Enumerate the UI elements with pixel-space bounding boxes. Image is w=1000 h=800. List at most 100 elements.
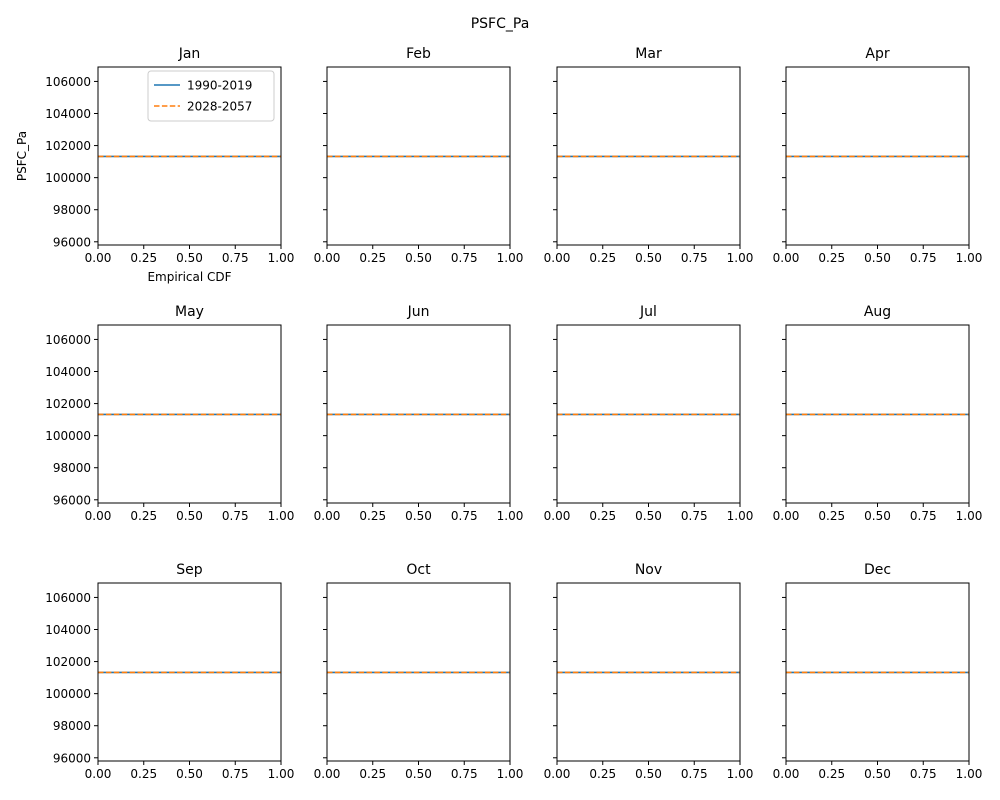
x-tick-label: 0.25 (130, 767, 157, 781)
x-tick-label: 0.00 (544, 251, 571, 265)
x-tick-label: 0.00 (314, 767, 341, 781)
panel-jul: Jul 0.00 0.25 0.50 0.75 1.00 (544, 304, 754, 523)
panel-sep: Sep 0.00 0.25 0.50 0.75 1.00 96000 98000 100000 1… (45, 562, 294, 781)
x-tick-label: 0.75 (910, 509, 937, 523)
x-tick-label: 0.25 (359, 509, 386, 523)
panel-title: Feb (406, 46, 431, 62)
panel-title: Sep (176, 562, 203, 578)
panel-mar: Mar 0.00 0.25 0.50 0.75 1.00 (544, 46, 754, 265)
x-tick-label: 0.00 (85, 509, 112, 523)
x-tick-label: 0.25 (130, 509, 157, 523)
panel-title: Oct (406, 562, 431, 578)
x-tick-label: 0.25 (589, 251, 616, 265)
x-tick-label: 1.00 (497, 767, 524, 781)
panel-title: Dec (864, 562, 891, 578)
x-tick-label: 1.00 (497, 509, 524, 523)
x-tick-label: 0.75 (681, 251, 708, 265)
y-tick-label: 98000 (53, 203, 91, 217)
x-tick-label: 0.50 (864, 509, 891, 523)
x-tick-label: 0.75 (910, 251, 937, 265)
x-tick-label: 0.50 (176, 767, 203, 781)
x-tick-label: 0.50 (176, 251, 203, 265)
x-tick-label: 1.00 (727, 509, 754, 523)
x-tick-label: 0.00 (314, 251, 341, 265)
x-tick-label: 0.75 (451, 767, 478, 781)
panel-title: Mar (635, 46, 662, 62)
panel-title: Jul (639, 304, 657, 320)
x-tick-label: 0.50 (635, 251, 662, 265)
x-tick-label: 1.00 (727, 767, 754, 781)
x-tick-label: 0.25 (359, 251, 386, 265)
y-tick-label: 104000 (45, 623, 91, 637)
x-tick-label: 0.25 (818, 509, 845, 523)
x-tick-label: 0.75 (222, 767, 249, 781)
x-tick-label: 0.00 (544, 509, 571, 523)
legend-box (147, 70, 275, 122)
x-tick-label: 1.00 (956, 509, 983, 523)
x-tick-label: 1.00 (268, 509, 295, 523)
y-tick-label: 106000 (45, 75, 91, 89)
x-tick-label: 0.25 (359, 767, 386, 781)
y-tick-label: 104000 (45, 107, 91, 121)
panel-title: Jan (178, 46, 201, 62)
x-tick-label: 0.50 (176, 509, 203, 523)
x-tick-label: 0.75 (222, 251, 249, 265)
x-tick-label: 0.25 (589, 767, 616, 781)
x-tick-label: 0.75 (222, 509, 249, 523)
x-tick-label: 0.25 (130, 251, 157, 265)
panel-jan: Jan 0.00 0.25 0.50 0.75 1.00 96000 98000 100000 1… (15, 46, 294, 284)
x-tick-label: 0.00 (773, 767, 800, 781)
panel-title: May (175, 304, 204, 320)
x-tick-label: 0.00 (314, 509, 341, 523)
panel-title: Apr (865, 46, 889, 62)
x-tick-label: 0.75 (451, 509, 478, 523)
y-tick-label: 96000 (53, 493, 91, 507)
x-tick-label: 1.00 (956, 767, 983, 781)
panel-feb: Feb 0.00 0.25 0.50 0.75 1.00 (314, 46, 524, 265)
panel-title: Jun (407, 304, 430, 320)
panel-nov: Nov 0.00 0.25 0.50 0.75 1.00 (544, 562, 754, 781)
x-tick-label: 0.50 (635, 767, 662, 781)
x-tick-label: 0.75 (681, 509, 708, 523)
y-tick-label: 100000 (45, 429, 91, 443)
x-tick-label: 0.50 (635, 509, 662, 523)
x-tick-label: 0.25 (818, 251, 845, 265)
y-tick-label: 100000 (45, 687, 91, 701)
x-tick-label: 1.00 (268, 251, 295, 265)
y-tick-label: 98000 (53, 719, 91, 733)
y-tick-label: 102000 (45, 655, 91, 669)
panel-aug: Aug 0.00 0.25 0.50 0.75 1.00 (773, 304, 983, 523)
x-tick-label: 0.00 (85, 767, 112, 781)
figure-title: PSFC_Pa (471, 16, 530, 32)
x-tick-label: 1.00 (268, 767, 295, 781)
x-tick-label: 0.25 (589, 509, 616, 523)
x-tick-label: 0.00 (773, 509, 800, 523)
y-tick-label: 96000 (53, 751, 91, 765)
y-tick-label: 100000 (45, 171, 91, 185)
x-axis-label: Empirical CDF (147, 270, 231, 284)
x-tick-label: 0.00 (773, 251, 800, 265)
panel-jun: Jun 0.00 0.25 0.50 0.75 1.00 (314, 304, 524, 523)
y-tick-label: 102000 (45, 139, 91, 153)
x-tick-label: 0.25 (818, 767, 845, 781)
y-axis-label: PSFC_Pa (15, 131, 29, 181)
panel-title: Aug (864, 304, 891, 320)
x-tick-label: 0.50 (405, 767, 432, 781)
y-tick-label: 104000 (45, 365, 91, 379)
panel-apr: Apr 0.00 0.25 0.50 0.75 1.00 (773, 46, 983, 265)
x-tick-label: 0.50 (864, 251, 891, 265)
y-tick-label: 96000 (53, 235, 91, 249)
legend-entry-label: 1990-2019 (187, 79, 252, 93)
panel-may: May 0.00 0.25 0.50 0.75 1.00 96000 98000 100000 1… (45, 304, 294, 523)
panel-grid: Jan 0.00 0.25 0.50 0.75 1.00 96000 98000 100000 1… (15, 46, 982, 781)
x-tick-label: 1.00 (956, 251, 983, 265)
panel-title: Nov (635, 562, 662, 578)
legend-entry-label: 2028-2057 (187, 100, 252, 114)
y-tick-label: 106000 (45, 333, 91, 347)
x-tick-label: 0.00 (544, 767, 571, 781)
x-tick-label: 0.50 (405, 509, 432, 523)
panel-oct: Oct 0.00 0.25 0.50 0.75 1.00 (314, 562, 524, 781)
x-tick-label: 0.75 (681, 767, 708, 781)
x-tick-label: 0.00 (85, 251, 112, 265)
